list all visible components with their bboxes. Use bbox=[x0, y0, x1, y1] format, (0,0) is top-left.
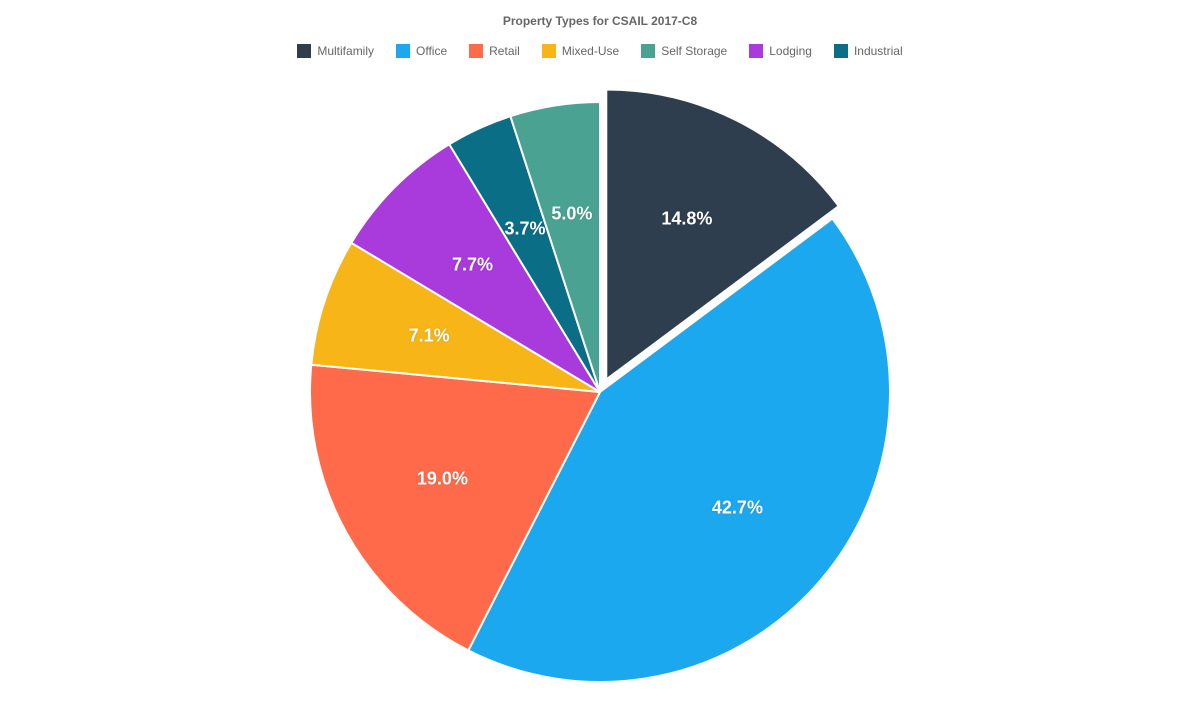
slice-label-retail: 19.0% bbox=[417, 468, 468, 489]
legend-item-multifamily[interactable]: Multifamily bbox=[297, 44, 374, 58]
legend-swatch bbox=[396, 44, 410, 58]
legend-swatch bbox=[641, 44, 655, 58]
legend-item-mixed-use[interactable]: Mixed-Use bbox=[542, 44, 619, 58]
slice-label-office: 42.7% bbox=[712, 497, 763, 518]
legend-item-lodging[interactable]: Lodging bbox=[749, 44, 812, 58]
chart-container: Property Types for CSAIL 2017-C8 Multifa… bbox=[0, 0, 1200, 700]
chart-title: Property Types for CSAIL 2017-C8 bbox=[0, 0, 1200, 28]
legend-label: Self Storage bbox=[661, 44, 727, 58]
slice-label-self-storage: 5.0% bbox=[551, 204, 592, 225]
slice-label-lodging: 7.7% bbox=[452, 255, 493, 276]
legend-label: Retail bbox=[489, 44, 520, 58]
legend-label: Office bbox=[416, 44, 447, 58]
legend-label: Industrial bbox=[854, 44, 903, 58]
legend-item-office[interactable]: Office bbox=[396, 44, 447, 58]
slice-label-multifamily: 14.8% bbox=[661, 208, 712, 229]
legend-swatch bbox=[469, 44, 483, 58]
legend-label: Lodging bbox=[769, 44, 812, 58]
legend-swatch bbox=[542, 44, 556, 58]
legend: Multifamily Office Retail Mixed-Use Self Sto… bbox=[0, 44, 1200, 58]
slice-label-mixed-use: 7.1% bbox=[409, 325, 450, 346]
slice-label-industrial: 3.7% bbox=[504, 218, 545, 239]
legend-item-retail[interactable]: Retail bbox=[469, 44, 520, 58]
legend-swatch bbox=[834, 44, 848, 58]
legend-item-industrial[interactable]: Industrial bbox=[834, 44, 903, 58]
pie-chart: 14.8% 42.7% 19.0% 7.1% 7.7% 3.7% 5.0% bbox=[280, 72, 920, 712]
legend-swatch bbox=[749, 44, 763, 58]
legend-label: Mixed-Use bbox=[562, 44, 619, 58]
legend-swatch bbox=[297, 44, 311, 58]
legend-item-self-storage[interactable]: Self Storage bbox=[641, 44, 727, 58]
legend-label: Multifamily bbox=[317, 44, 374, 58]
